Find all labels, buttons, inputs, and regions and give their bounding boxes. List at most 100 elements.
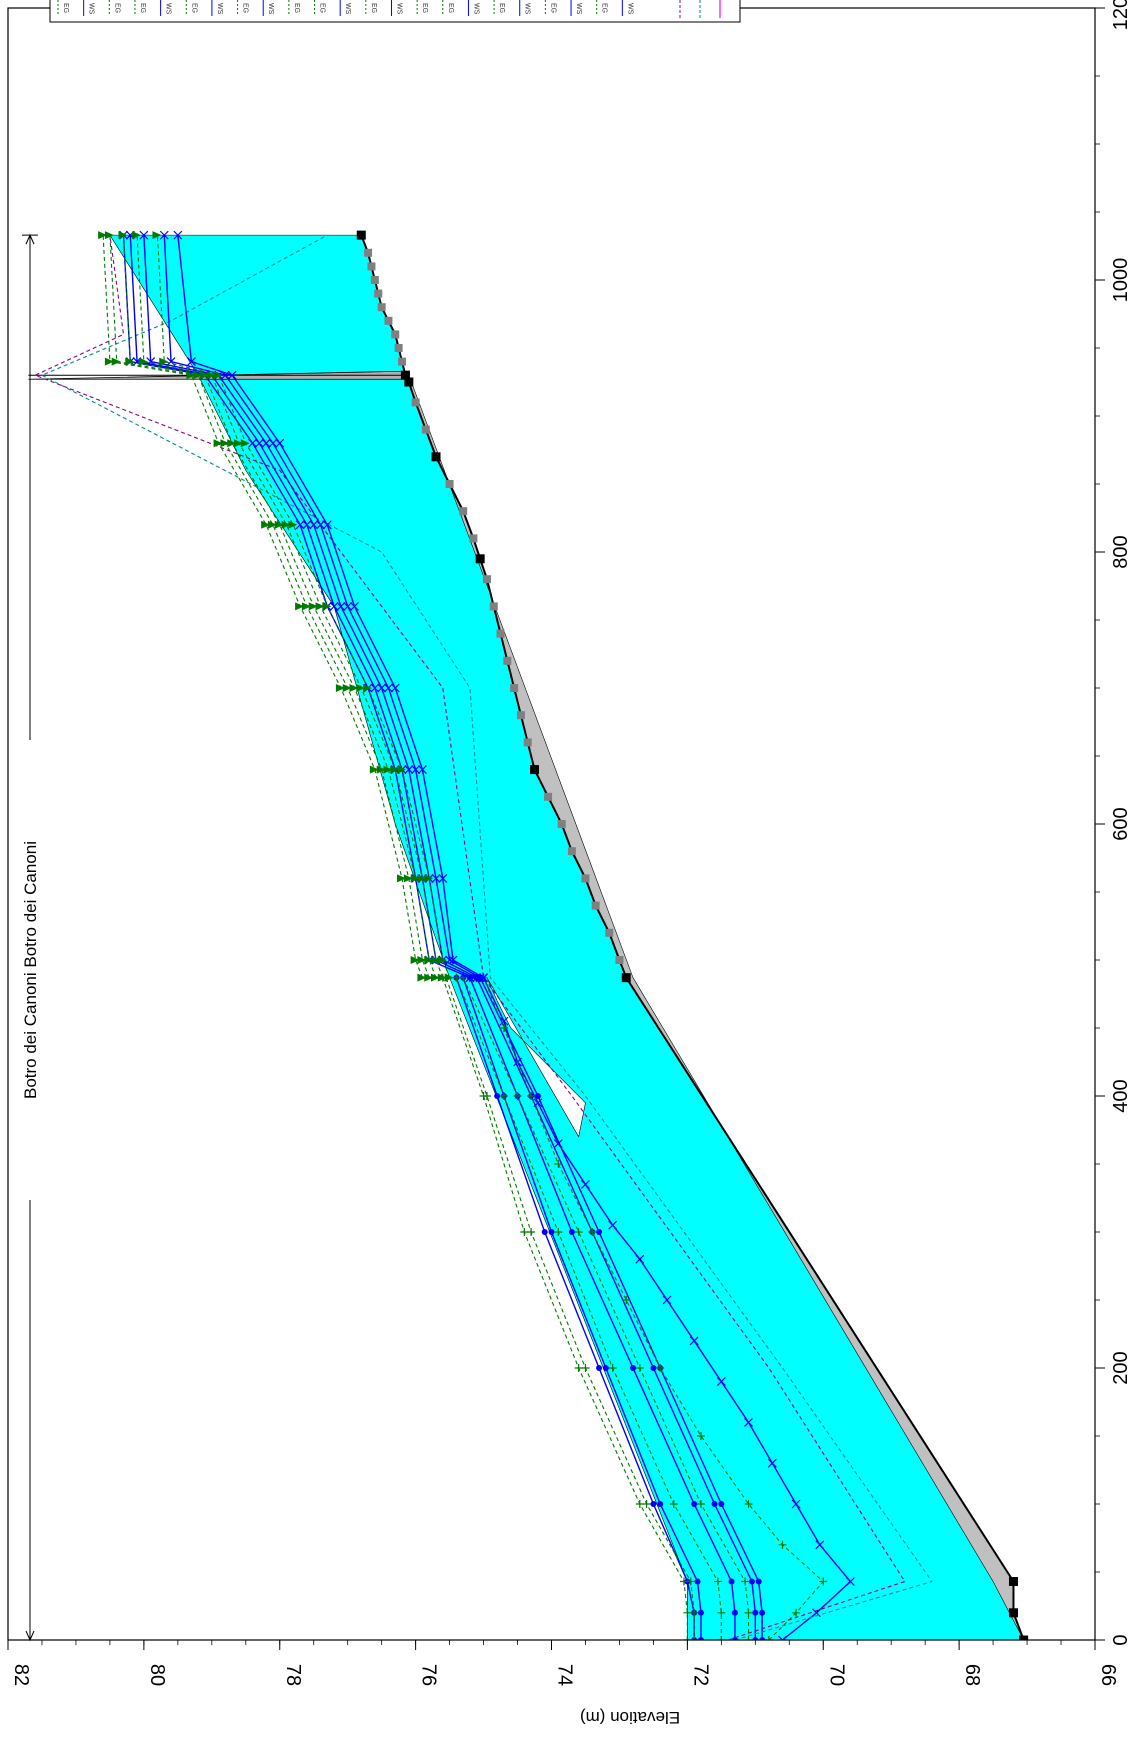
series-point — [342, 684, 352, 692]
ground-point — [530, 765, 540, 775]
reach-arrow-end — [25, 233, 35, 245]
series-point — [608, 1220, 618, 1230]
series-point — [691, 1501, 698, 1507]
series-point — [220, 439, 230, 448]
series-point — [588, 1228, 597, 1236]
y-tick-label: 68 — [961, 1664, 983, 1686]
series-point — [596, 1229, 603, 1235]
axes: 0 200 400 600 800 1000 1200 66 68 70 72 74 76 78 80 82 E… — [7, 0, 1129, 1727]
series-point — [159, 357, 169, 366]
series-point — [642, 1500, 651, 1508]
ground-point — [1019, 1635, 1029, 1640]
series-point — [111, 357, 121, 366]
series-point — [138, 357, 148, 366]
series-point — [689, 1336, 699, 1346]
series-point — [690, 1636, 699, 1640]
series-point — [187, 357, 196, 367]
x-tick-label: 400 — [1110, 1079, 1129, 1112]
legend: EG WS EG EG WS EG WS EG WS EG EG WS EG WS EG EG WS EG WS EG… — [49, 0, 741, 23]
series-point — [662, 1295, 672, 1305]
ground-point — [591, 901, 600, 910]
series-point — [622, 1296, 631, 1304]
ground-point — [567, 847, 576, 856]
ground-point — [605, 928, 614, 937]
series-point — [104, 231, 114, 240]
series-point — [686, 1577, 695, 1586]
series-point — [281, 520, 291, 529]
series-point — [118, 231, 128, 240]
series-point — [452, 973, 461, 982]
ground-point — [431, 452, 441, 462]
series-point — [553, 1139, 563, 1149]
series-point — [322, 520, 332, 530]
x-tick-label: 0 — [1110, 1634, 1129, 1645]
series-point — [104, 357, 114, 366]
series-point — [494, 1093, 501, 1099]
ground-point — [370, 276, 379, 284]
series-point — [635, 1364, 644, 1372]
series-point — [370, 683, 380, 693]
series-point — [548, 1229, 555, 1235]
ground-point — [557, 820, 566, 828]
ground-point — [394, 344, 403, 352]
series-point — [349, 684, 359, 692]
legend-label: WS — [216, 3, 223, 15]
y-tick-label: 76 — [418, 1664, 440, 1686]
series-point — [608, 1364, 617, 1372]
series-point — [437, 973, 447, 982]
series-point — [424, 874, 434, 883]
legend-label: EG — [293, 3, 300, 13]
ground-point — [404, 377, 414, 387]
series-point — [635, 1254, 645, 1264]
series-point — [410, 874, 420, 883]
y-tick-label: 78 — [282, 1664, 304, 1686]
series-point — [630, 1365, 637, 1371]
ground-point — [1008, 1577, 1018, 1587]
series-point — [301, 602, 311, 611]
series-point — [752, 1609, 759, 1616]
ground-point — [421, 425, 430, 434]
y-tick-label: 72 — [689, 1664, 711, 1686]
ground-point — [496, 629, 505, 638]
series-point — [390, 683, 400, 693]
series-point — [390, 765, 400, 774]
series-point — [499, 1092, 508, 1100]
ground-point — [459, 507, 468, 516]
series-point — [767, 1458, 777, 1468]
ground-point — [391, 330, 400, 339]
series-point — [759, 1637, 766, 1640]
series-point — [275, 438, 285, 448]
series-point — [527, 1092, 536, 1100]
ground-point — [445, 480, 454, 488]
series-point — [697, 1637, 704, 1640]
y-axis-title: Elevation (m) — [580, 1708, 680, 1727]
series-point — [513, 1092, 522, 1100]
series-point — [718, 1501, 725, 1507]
series-point — [755, 1578, 762, 1585]
series-point — [322, 602, 332, 611]
series-point — [791, 1499, 801, 1509]
series-point — [602, 1365, 609, 1371]
series-point — [717, 1636, 726, 1640]
series-point — [397, 874, 407, 883]
series-point — [173, 230, 183, 240]
series-point — [376, 765, 386, 774]
series-line-3 — [476, 977, 757, 1640]
series-point — [744, 1608, 753, 1617]
series-point — [683, 1608, 692, 1617]
x-tick-label: 1200 — [1110, 0, 1129, 30]
legend-label: EG — [549, 3, 556, 13]
series-point — [384, 683, 393, 693]
ground-point — [581, 874, 590, 883]
series-point — [581, 1364, 590, 1372]
legend-label: WS — [88, 3, 95, 15]
series-point — [403, 874, 413, 883]
series-point — [356, 684, 366, 692]
ground-point — [356, 230, 366, 240]
plot-clip-group — [28, 230, 1029, 1640]
ground-point — [475, 554, 485, 564]
series-line-1 — [462, 977, 702, 1640]
series-point — [98, 231, 108, 240]
series-point — [213, 371, 223, 380]
series-point — [482, 1092, 491, 1100]
